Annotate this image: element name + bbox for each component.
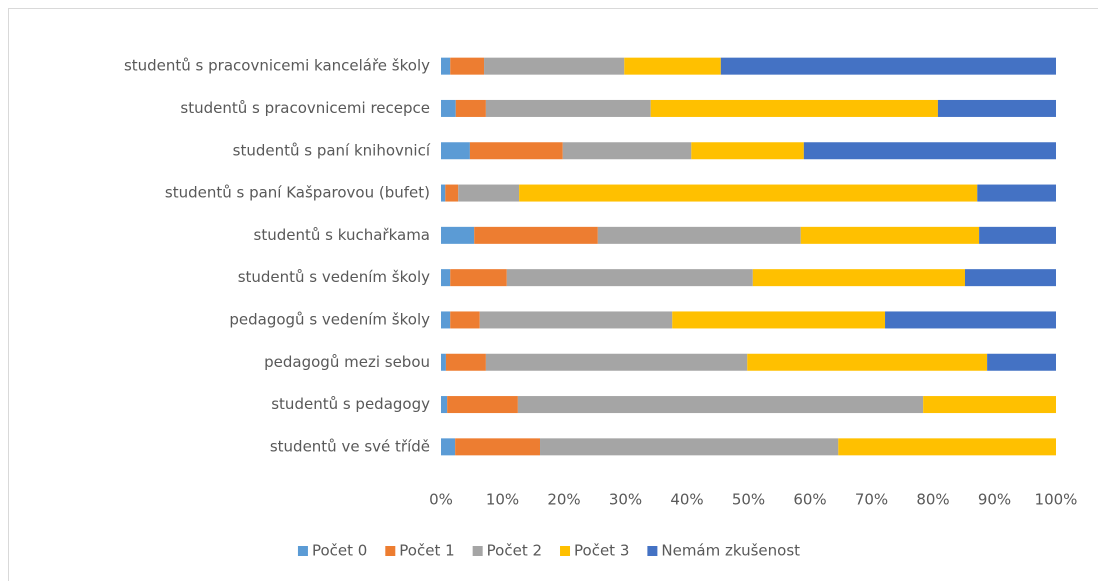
bar-segment [485,99,651,117]
x-tick-label: 40% [670,491,703,509]
bar-segment [624,57,721,75]
bar-segment [450,269,507,287]
legend-label: Počet 2 [487,542,542,560]
bar-segment [458,184,520,202]
bar-segment [469,142,563,160]
y-tick-label: studentů s pracovnicemi recepce [180,99,430,117]
bar-segment [650,99,938,117]
x-tick-label: 70% [855,491,888,509]
bar-segment [691,142,804,160]
legend-swatch [560,546,571,556]
x-tick-label: 0% [429,491,453,509]
bar-segment [923,396,1056,414]
bar-segment [484,57,625,75]
bar-segment [937,99,1056,117]
legend-label: Nemám zkušenost [661,542,800,560]
bar-segment [441,311,451,329]
bar-segment [441,226,475,244]
x-tick-label: 30% [609,491,642,509]
bar-segment [455,99,486,117]
bar-segment [964,269,1056,287]
bar-segment [441,184,446,202]
bar-segment [445,353,486,371]
legend-label: Počet 3 [574,542,629,560]
bar-segment [562,142,692,160]
bar-segment [441,353,446,371]
bar-segment [485,353,748,371]
bar-segment [450,57,485,75]
legend-swatch [472,546,483,556]
y-tick-label: studentů s pedagogy [271,395,430,413]
x-tick-label: 20% [547,491,580,509]
bar-segment [597,226,801,244]
y-tick-label: studentů s kuchařkama [254,226,430,244]
legend-swatch [385,546,396,556]
x-tick-label: 80% [916,491,949,509]
bar-segment [977,184,1056,202]
bar-segment [455,438,541,456]
bar-segment [474,226,598,244]
bar-segment [479,311,673,329]
bar-segment [885,311,1056,329]
x-tick-label: 90% [978,491,1011,509]
bar-segment [441,438,456,456]
bar-segment [747,353,988,371]
bar-segment [803,142,1056,160]
bar-segment [517,396,924,414]
bar-segment [441,396,448,414]
bar-segment [519,184,978,202]
bar-segment [720,57,1056,75]
y-tick-label: studentů s paní knihovnicí [233,141,431,159]
bar-segment [987,353,1056,371]
bar-segment [540,438,839,456]
legend-swatch [647,546,658,556]
y-tick-label: pedagogů mezi sebou [264,353,430,371]
bar-segment [672,311,886,329]
bar-segment [441,269,451,287]
bar-segment [441,99,456,117]
legend-swatch [297,546,308,556]
bar-segment [445,184,459,202]
legend-label: Počet 1 [399,542,454,560]
y-tick-label: studentů s vedením školy [238,268,430,286]
bar-segment [450,311,480,329]
legend-label: Počet 0 [312,542,367,560]
y-tick-label: studentů s paní Kašparovou (bufet) [165,184,430,202]
bar-segment [441,57,451,75]
x-tick-label: 60% [793,491,826,509]
bar-segment [506,269,753,287]
bar-segment [447,396,518,414]
x-tick-label: 50% [732,491,765,509]
y-tick-label: studentů s pracovnicemi kanceláře školy [124,57,430,75]
y-tick-label: pedagogů s vedením školy [229,310,430,328]
bar-segment [752,269,965,287]
x-tick-label: 100% [1035,491,1078,509]
y-tick-label: studentů ve své třídě [270,437,430,455]
bar-segment [441,142,470,160]
x-tick-label: 10% [486,491,519,509]
bar-segment [838,438,1056,456]
bar-segment [800,226,980,244]
bar-segment [979,226,1056,244]
